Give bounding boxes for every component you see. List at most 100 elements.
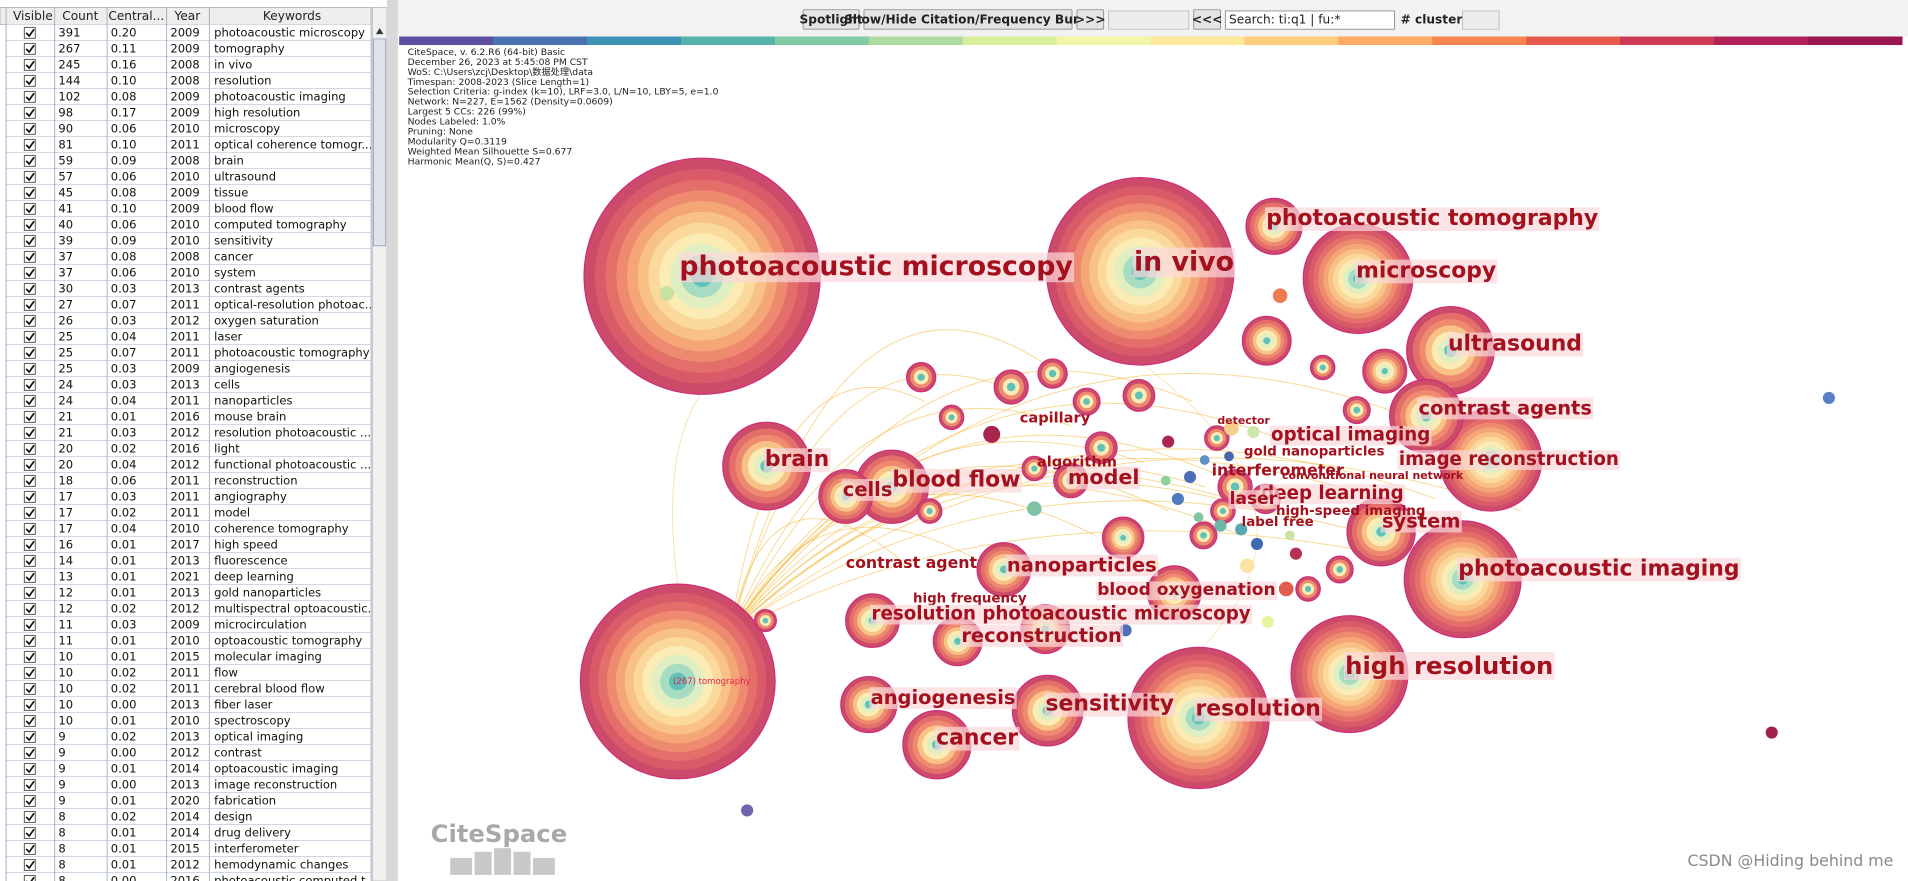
node-label[interactable]: cells	[843, 478, 893, 501]
keyword-cell[interactable]: contrast agents	[214, 281, 305, 295]
visible-checkbox[interactable]	[23, 506, 36, 519]
keyword-cell[interactable]: flow	[214, 666, 238, 680]
node-label[interactable]: photoacoustic imaging	[1458, 556, 1739, 581]
node-label[interactable]: sensitivity	[1046, 692, 1174, 717]
visible-checkbox[interactable]	[23, 426, 36, 439]
visible-checkbox[interactable]	[23, 42, 36, 55]
keyword-cell[interactable]: optical imaging	[214, 730, 303, 744]
visible-checkbox[interactable]	[23, 138, 36, 151]
node-label[interactable]: contrast agent	[846, 553, 978, 572]
node-label[interactable]: laser	[1230, 489, 1278, 509]
visible-checkbox[interactable]	[23, 346, 36, 359]
keyword-cell[interactable]: photoacoustic microscopy	[214, 25, 365, 39]
visible-checkbox[interactable]	[23, 202, 36, 215]
visible-checkbox[interactable]	[23, 794, 36, 807]
toolbar-button[interactable]	[1076, 9, 1105, 30]
visible-checkbox[interactable]	[23, 714, 36, 727]
visible-checkbox[interactable]	[23, 170, 36, 183]
visible-checkbox[interactable]	[23, 730, 36, 743]
keyword-cell[interactable]: cells	[214, 377, 240, 391]
keyword-cell[interactable]: light	[214, 441, 240, 455]
keyword-cell[interactable]: coherence tomography	[214, 521, 349, 535]
visible-checkbox[interactable]	[23, 634, 36, 647]
keyword-cell[interactable]: fabrication	[214, 794, 276, 808]
keyword-cell[interactable]: design	[214, 810, 252, 824]
keyword-cell[interactable]: high resolution	[214, 105, 300, 119]
visible-checkbox[interactable]	[23, 314, 36, 327]
node-label[interactable]: label free	[1242, 515, 1314, 530]
node-label[interactable]: blood oxygenation	[1097, 580, 1275, 600]
keyword-cell[interactable]: laser	[214, 329, 242, 343]
visible-checkbox[interactable]	[23, 458, 36, 471]
node-label[interactable]: photoacoustic microscopy	[679, 251, 1073, 282]
keyword-cell[interactable]: microscopy	[214, 121, 280, 135]
keyword-cell[interactable]: interferometer	[214, 842, 299, 856]
node-label[interactable]: resolution	[1196, 696, 1321, 721]
visible-checkbox[interactable]	[23, 58, 36, 71]
node-label[interactable]: image reconstruction	[1399, 449, 1619, 470]
keyword-cell[interactable]: angiography	[214, 489, 287, 503]
keyword-cell[interactable]: in vivo	[214, 57, 252, 71]
keyword-cell[interactable]: high speed	[214, 537, 278, 551]
node-label[interactable]: high resolution	[1345, 651, 1553, 680]
keyword-cell[interactable]: functional photoacoustic ...	[214, 457, 371, 471]
keyword-cell[interactable]: angiogenesis	[214, 361, 290, 375]
keyword-cell[interactable]: image reconstruction	[214, 778, 337, 792]
visible-checkbox[interactable]	[23, 122, 36, 135]
keyword-cell[interactable]: optoacoustic tomography	[214, 634, 362, 648]
node-label[interactable]: blood flow	[892, 468, 1020, 493]
visible-checkbox[interactable]	[23, 778, 36, 791]
keyword-cell[interactable]: resolution photoacoustic ...	[214, 425, 371, 439]
keyword-cell[interactable]: spectroscopy	[214, 714, 291, 728]
visible-checkbox[interactable]	[23, 378, 36, 391]
visible-checkbox[interactable]	[23, 298, 36, 311]
toolbar-button[interactable]	[863, 9, 1073, 30]
visible-checkbox[interactable]	[23, 218, 36, 231]
visible-checkbox[interactable]	[23, 282, 36, 295]
visible-checkbox[interactable]	[23, 266, 36, 279]
keyword-cell[interactable]: optical coherence tomogr...	[214, 137, 372, 151]
clusters-field[interactable]	[1462, 10, 1500, 30]
keyword-cell[interactable]: optoacoustic imaging	[214, 762, 338, 776]
button-label[interactable]: <<<	[1192, 13, 1223, 27]
keyword-cell[interactable]: brain	[214, 153, 244, 167]
keyword-cell[interactable]: drug delivery	[214, 826, 291, 840]
visible-checkbox[interactable]	[23, 90, 36, 103]
node-label[interactable]: reconstruction	[961, 624, 1122, 647]
node-label[interactable]: detector	[1217, 414, 1270, 427]
keyword-cell[interactable]: nanoparticles	[214, 393, 292, 407]
visible-checkbox[interactable]	[23, 522, 36, 535]
visible-checkbox[interactable]	[23, 186, 36, 199]
keyword-cell[interactable]: reconstruction	[214, 473, 297, 487]
keyword-cell[interactable]: gold nanoparticles	[214, 586, 321, 600]
visible-checkbox[interactable]	[23, 586, 36, 599]
visible-checkbox[interactable]	[23, 394, 36, 407]
keyword-cell[interactable]: multispectral optoacoustic...	[214, 602, 378, 616]
keyword-cell[interactable]: cerebral blood flow	[214, 682, 325, 696]
visible-checkbox[interactable]	[23, 250, 36, 263]
visible-checkbox[interactable]	[23, 154, 36, 167]
keyword-cell[interactable]: mouse brain	[214, 409, 286, 423]
keyword-cell[interactable]: microcirculation	[214, 618, 306, 632]
toolbar-button[interactable]	[1193, 9, 1221, 30]
keyword-cell[interactable]: deep learning	[214, 569, 294, 583]
keyword-cell[interactable]: system	[214, 265, 256, 279]
visible-checkbox[interactable]	[23, 442, 36, 455]
visible-checkbox[interactable]	[23, 490, 36, 503]
search-text[interactable]: Search: ti:q1 | fu:*	[1229, 13, 1340, 28]
node-label[interactable]: optical imaging	[1271, 425, 1430, 446]
node-label[interactable]: cancer	[936, 726, 1018, 751]
node-label[interactable]: contrast agents	[1419, 396, 1592, 419]
visible-checkbox[interactable]	[23, 650, 36, 663]
visible-checkbox[interactable]	[23, 26, 36, 39]
node-label[interactable]: high frequency	[913, 592, 1027, 607]
node-label[interactable]: model	[1068, 465, 1140, 489]
scrollbar-thumb[interactable]	[373, 38, 387, 247]
keyword-cell[interactable]: contrast	[214, 746, 262, 760]
visible-checkbox[interactable]	[23, 666, 36, 679]
keyword-cell[interactable]: fluorescence	[214, 553, 288, 567]
keyword-cell[interactable]: fiber laser	[214, 698, 273, 712]
visible-checkbox[interactable]	[23, 234, 36, 247]
node-label[interactable]: nanoparticles	[1007, 553, 1157, 576]
search-field[interactable]	[1224, 10, 1395, 30]
